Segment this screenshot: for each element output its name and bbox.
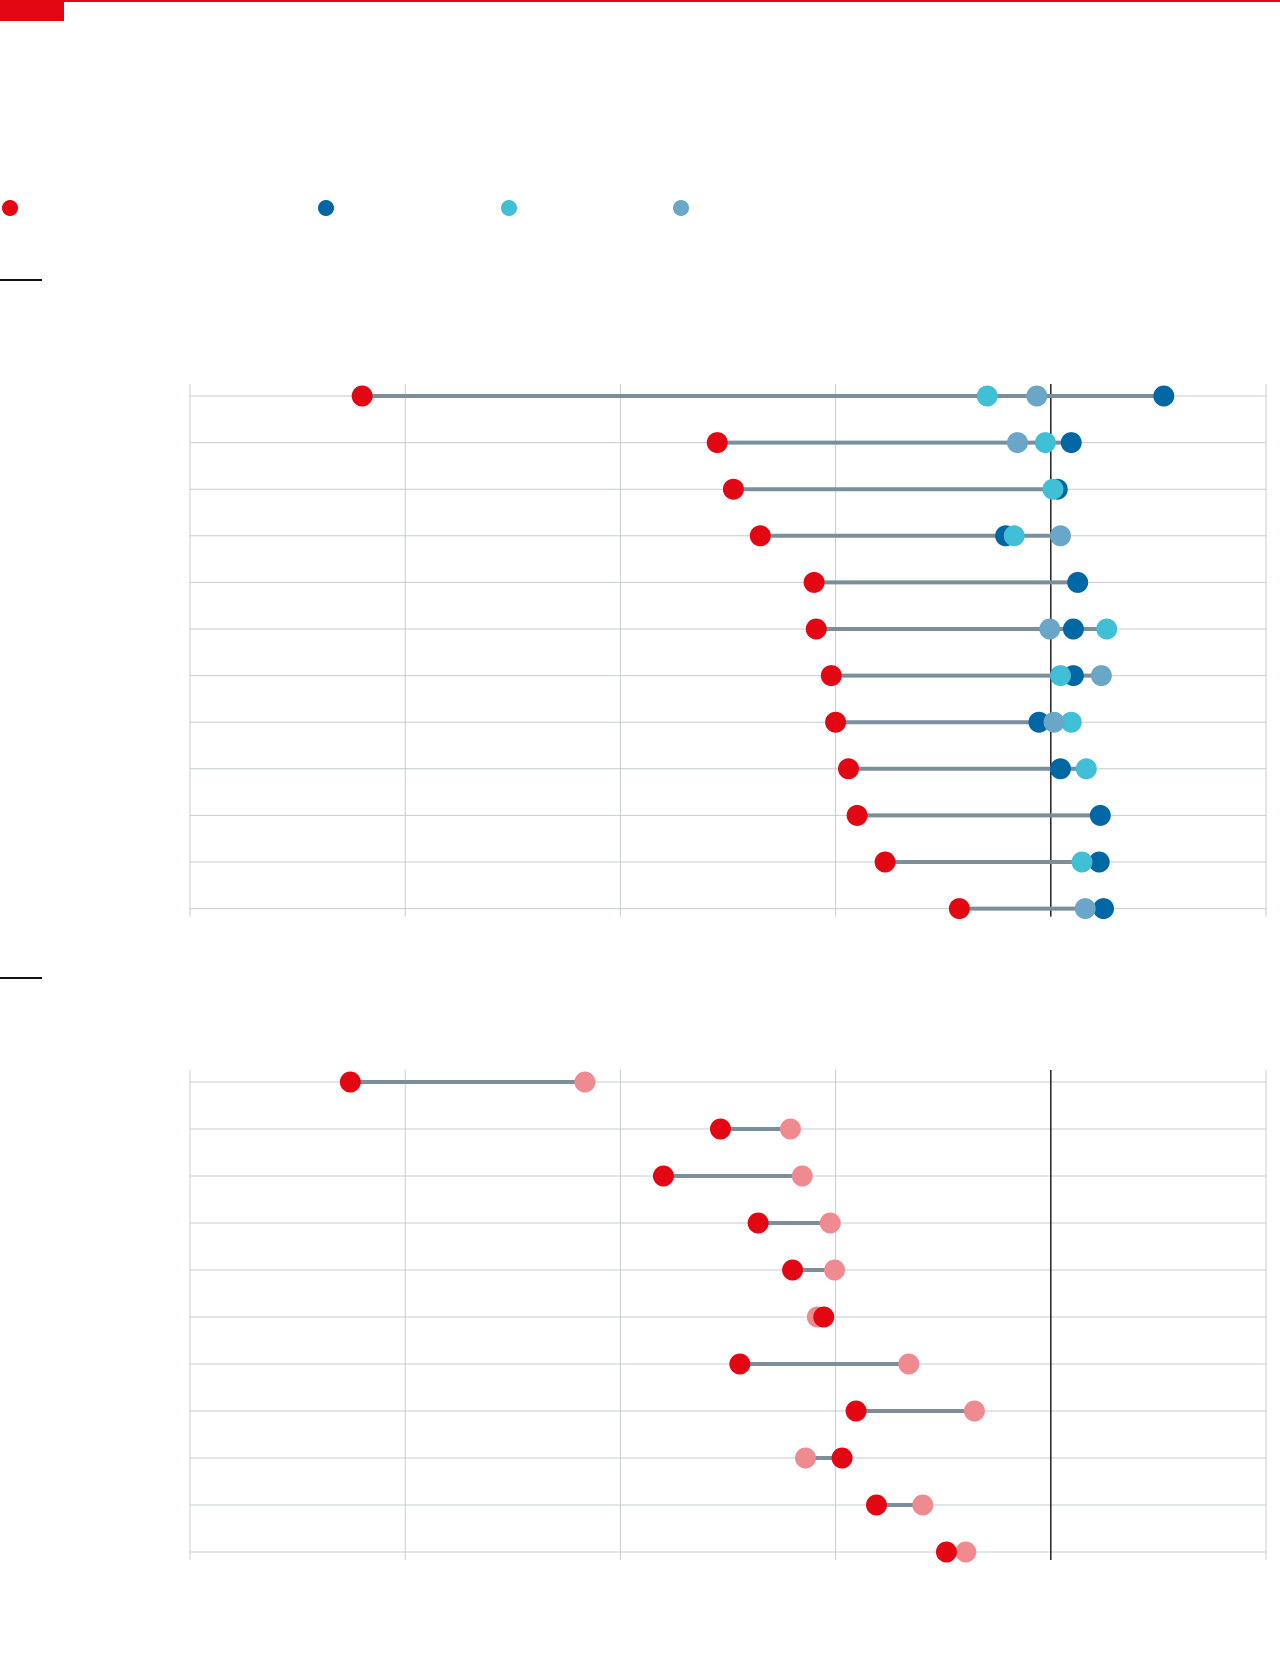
- dark-blue-dot-icon: [318, 200, 334, 216]
- data-point-grayblue: [1026, 385, 1048, 407]
- data-point-grayblue: [1049, 525, 1071, 547]
- data-point-pink: [574, 1071, 596, 1093]
- legend-item-gray-blue: [673, 200, 697, 216]
- data-point-red: [709, 1118, 731, 1140]
- top-rule: [0, 0, 1280, 2]
- dot-plot-chart-1: [189, 384, 1267, 920]
- data-point-red: [874, 851, 896, 873]
- legend-item-red: [2, 200, 26, 216]
- data-point-dark: [1067, 571, 1089, 593]
- data-point-cyan: [1042, 478, 1064, 500]
- data-point-red: [747, 1212, 769, 1234]
- data-point-red: [813, 1306, 835, 1328]
- data-point-dark: [1028, 711, 1050, 733]
- data-point-pink: [794, 1447, 816, 1469]
- data-point-dark: [1060, 432, 1082, 454]
- data-point-red: [652, 1165, 674, 1187]
- data-point-dark: [1049, 758, 1071, 780]
- data-point-cyan: [1003, 525, 1025, 547]
- data-point-pink: [898, 1353, 920, 1375]
- data-point-red: [935, 1541, 957, 1563]
- data-point-grayblue: [1006, 432, 1028, 454]
- data-point-pink: [912, 1494, 934, 1516]
- data-point-red: [820, 665, 842, 687]
- data-point-red: [831, 1447, 853, 1469]
- data-point-red: [838, 758, 860, 780]
- data-point-grayblue: [1043, 711, 1065, 733]
- data-point-grayblue: [1074, 898, 1096, 920]
- data-point-cyan: [1034, 432, 1056, 454]
- data-point-dark: [1093, 898, 1115, 920]
- data-point-red: [845, 1400, 867, 1422]
- data-point-red: [729, 1353, 751, 1375]
- data-point-cyan: [1075, 758, 1097, 780]
- data-point-cyan: [1049, 665, 1071, 687]
- data-point-grayblue: [1090, 665, 1112, 687]
- data-point-pink: [824, 1259, 846, 1281]
- data-point-pink: [791, 1165, 813, 1187]
- data-point-cyan: [1071, 851, 1093, 873]
- dot-plot-chart-2: [189, 1070, 1267, 1563]
- data-point-red: [948, 898, 970, 920]
- cyan-dot-icon: [501, 200, 517, 216]
- data-point-red: [749, 525, 771, 547]
- data-point-dark: [1089, 804, 1111, 826]
- data-point-red: [865, 1494, 887, 1516]
- data-point-red: [722, 478, 744, 500]
- data-point-red: [339, 1071, 361, 1093]
- data-point-pink: [819, 1212, 841, 1234]
- data-point-dark: [1062, 618, 1084, 640]
- data-point-cyan: [1060, 711, 1082, 733]
- red-dot-icon: [2, 200, 18, 216]
- section-rule-2: [0, 977, 42, 979]
- gray-blue-dot-icon: [673, 200, 689, 216]
- data-point-red: [706, 432, 728, 454]
- data-point-red: [803, 571, 825, 593]
- data-point-red: [846, 804, 868, 826]
- legend-item-cyan: [501, 200, 525, 216]
- data-point-cyan: [1096, 618, 1118, 640]
- data-point-red: [805, 618, 827, 640]
- section-rule-1: [0, 279, 42, 281]
- data-point-red: [825, 711, 847, 733]
- data-point-red: [782, 1259, 804, 1281]
- legend-item-dark-blue: [318, 200, 342, 216]
- data-point-red: [351, 385, 373, 407]
- data-point-dark: [1088, 851, 1110, 873]
- top-tag: [0, 0, 64, 21]
- data-point-cyan: [976, 385, 998, 407]
- data-point-pink: [779, 1118, 801, 1140]
- data-point-pink: [955, 1541, 977, 1563]
- legend: [0, 200, 1280, 220]
- data-point-dark: [1153, 385, 1175, 407]
- data-point-pink: [963, 1400, 985, 1422]
- data-point-grayblue: [1039, 618, 1061, 640]
